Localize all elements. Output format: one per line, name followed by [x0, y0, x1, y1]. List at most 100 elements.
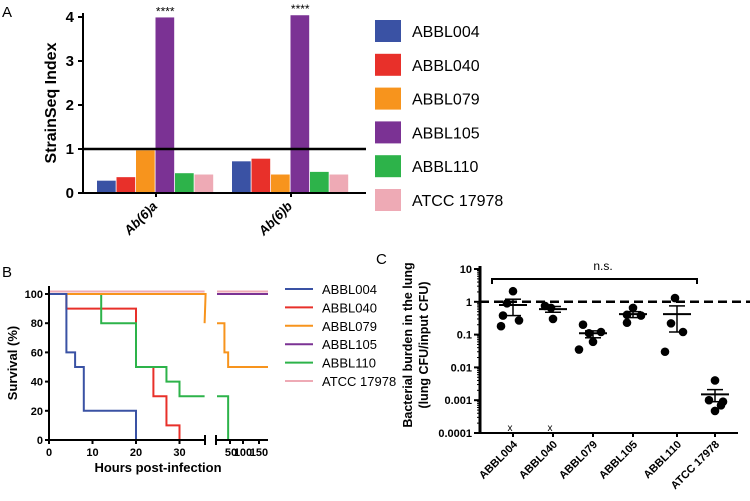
data-point — [704, 395, 714, 405]
x-tick-label: 20 — [130, 447, 142, 459]
y-tick-label: 4 — [66, 9, 75, 26]
data-point — [710, 406, 720, 416]
y-tick-label: 1 — [466, 297, 472, 309]
y-axis-label-units: (lung CFU/input CFU) — [417, 281, 431, 408]
legend-label: ABBL004 — [322, 282, 377, 297]
bar-abbl004-1 — [232, 161, 251, 193]
bar-abbl079-1 — [271, 174, 290, 193]
legend-label: ATCC 17978 — [322, 374, 396, 389]
panel-label-b: B — [2, 264, 12, 281]
panel-label-a: A — [2, 4, 12, 21]
bar-abbl079-0 — [136, 150, 155, 193]
legend-swatch — [375, 189, 401, 211]
survival-line-abbl110 — [217, 395, 230, 440]
data-point — [546, 303, 556, 313]
bar-abbl110-1 — [310, 171, 329, 193]
bar-abbl110-0 — [175, 173, 194, 193]
x-tick-label: 0 — [46, 447, 52, 459]
panel-label-c: C — [376, 251, 387, 268]
legend-label: ABBL040 — [412, 58, 480, 75]
legend-label: ABBL079 — [322, 319, 377, 334]
data-point — [496, 321, 506, 331]
y-tick-label: 0.1 — [457, 330, 472, 342]
x-tick-label: 100 — [234, 447, 252, 459]
survival-line-abbl110 — [49, 293, 205, 398]
data-point — [588, 337, 598, 347]
legend-label: ABBL105 — [412, 125, 480, 142]
x-axis-label: Hours post-infection — [94, 460, 221, 475]
y-tick-label: 2 — [66, 97, 74, 114]
legend-label: ABBL110 — [412, 159, 479, 176]
y-axis-label: Survival (%) — [5, 326, 20, 400]
y-tick-label: 0 — [37, 435, 43, 447]
data-point — [716, 400, 726, 410]
significance-bracket — [491, 278, 698, 284]
legend-swatch — [375, 121, 401, 144]
x-tick-label: 30 — [173, 447, 185, 459]
data-point — [670, 293, 680, 303]
bar-abbl004-0 — [97, 180, 116, 193]
y-axis-label: Bacterial burden in the lung — [401, 262, 415, 427]
y-axis-label: StrainSeq Index — [43, 42, 60, 163]
bar-abbl040-1 — [251, 158, 271, 193]
x-tick-label: 150 — [250, 447, 268, 459]
y-tick-label: 100 — [25, 289, 43, 301]
significance-stars: **** — [156, 4, 175, 18]
y-tick-label: 0.0001 — [438, 428, 472, 440]
legend-label: ABBL110 — [322, 356, 376, 371]
data-point — [508, 286, 518, 296]
legend-swatch — [375, 155, 401, 178]
y-tick-label: 0 — [66, 185, 74, 202]
x-tick-label: ABBL004 — [477, 438, 521, 482]
data-point — [498, 311, 508, 320]
data-point — [628, 303, 638, 313]
dead-marker: x — [548, 423, 553, 434]
legend-swatch — [375, 53, 401, 76]
x-tick-label: ABBL105 — [597, 439, 640, 482]
x-tick-label: Ab(6)a — [120, 199, 160, 239]
y-tick-label: 20 — [31, 406, 43, 418]
data-point — [622, 318, 632, 328]
y-tick-label: 0.001 — [444, 395, 472, 407]
y-tick-label: 0.01 — [451, 362, 472, 374]
legend-label: ABBL105 — [322, 337, 377, 352]
data-point — [574, 345, 584, 354]
significance-stars: **** — [291, 2, 310, 16]
legend-label: ABBL004 — [412, 24, 480, 41]
data-point — [548, 314, 558, 324]
x-tick-label: ABBL079 — [557, 439, 600, 482]
data-point — [666, 319, 676, 328]
legend-swatch — [375, 20, 401, 42]
bar-atcc-17978-1 — [329, 174, 349, 193]
x-tick-label: ABBL040 — [517, 439, 560, 482]
y-tick-label: 80 — [31, 318, 43, 330]
data-point — [660, 347, 670, 357]
data-point — [514, 316, 524, 325]
x-tick-label: 50 — [225, 447, 237, 459]
bar-atcc-17978-0 — [194, 174, 214, 193]
y-tick-label: 3 — [66, 53, 74, 70]
data-point — [636, 311, 646, 320]
y-tick-label: 60 — [31, 347, 43, 359]
survival-line-abbl004 — [49, 293, 137, 440]
data-point — [710, 376, 720, 385]
bar-abbl105-0 — [155, 17, 175, 193]
significance-label: n.s. — [593, 259, 612, 273]
survival-line-abbl079 — [49, 293, 207, 324]
x-tick-label: 10 — [86, 447, 98, 459]
bar-abbl105-1 — [290, 15, 310, 193]
bar-abbl040-0 — [116, 177, 136, 193]
legend-label: ABBL040 — [322, 300, 377, 315]
legend-label: ABBL079 — [412, 92, 480, 109]
legend-swatch — [375, 87, 401, 110]
x-tick-label: Ab(6)b — [255, 198, 295, 238]
data-point — [578, 320, 588, 330]
data-point — [502, 299, 512, 308]
y-tick-label: 1 — [66, 141, 74, 158]
legend-label: ATCC 17978 — [412, 193, 503, 210]
data-point — [596, 327, 606, 337]
y-tick-label: 40 — [31, 377, 43, 389]
